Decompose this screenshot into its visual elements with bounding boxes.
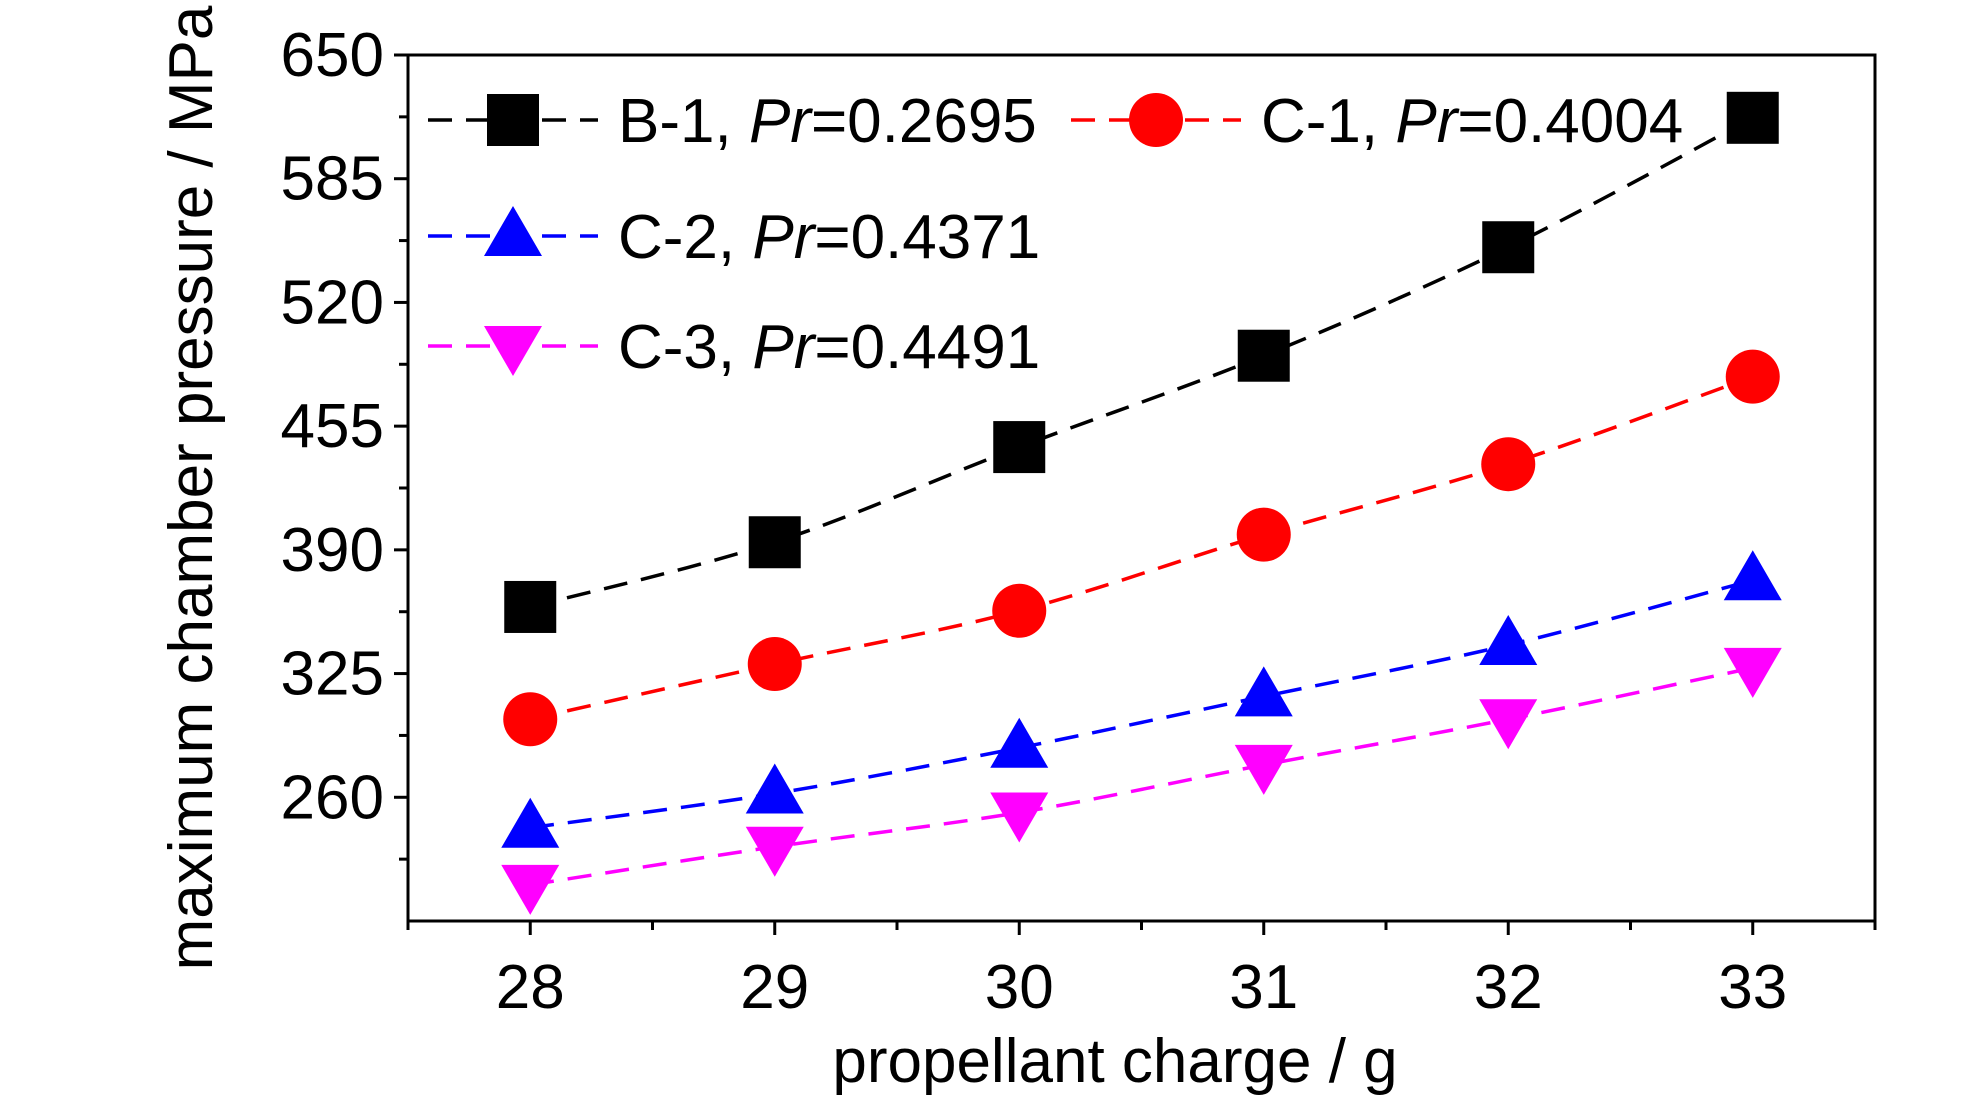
legend-marker	[484, 206, 542, 256]
series-line-C-3	[529, 666, 1754, 887]
data-point-C-1	[1481, 437, 1536, 492]
axis-ticks	[394, 53, 1877, 935]
legend-pr-value: =0.4491	[814, 313, 1040, 382]
y-tick-label: 325	[281, 640, 384, 709]
legend-item-C-3: C-3, Pr=0.4491	[428, 313, 1040, 382]
legend-label: C-1, Pr=0.4004	[1261, 87, 1683, 156]
legend-pr-value: =0.4004	[1457, 87, 1683, 156]
data-point-C-3	[501, 864, 560, 915]
legend-pr-symbol: Pr	[1395, 87, 1459, 156]
legend-item-C-2: C-2, Pr=0.4371	[428, 203, 1040, 272]
x-tick-label: 32	[1474, 953, 1543, 1022]
legend-label: C-3, Pr=0.4491	[618, 313, 1040, 382]
data-point-B-1	[504, 580, 557, 633]
y-tick-label: 585	[281, 145, 384, 214]
y-axis-title: maximum chamber pressure / MPa	[157, 5, 226, 970]
data-point-C-3	[1723, 647, 1782, 698]
data-point-C-3	[1479, 699, 1538, 750]
series-markers	[501, 91, 1782, 915]
legend-series-name: C-1,	[1261, 87, 1395, 156]
series-line-C-1	[529, 375, 1754, 721]
y-tick-label: 260	[281, 763, 384, 832]
data-point-C-1	[1725, 349, 1780, 404]
data-point-C-3	[745, 826, 804, 877]
series-line-C-2	[530, 578, 1754, 830]
y-tick-label: 650	[281, 21, 384, 90]
x-tick-labels: 28 29 30 31 32 33	[496, 953, 1787, 1022]
legend-label: C-2, Pr=0.4371	[618, 203, 1040, 272]
data-point-C-1	[747, 637, 802, 692]
y-tick-label: 520	[281, 268, 384, 337]
x-axis-title: propellant charge / g	[832, 1027, 1397, 1096]
data-point-B-1	[1482, 221, 1535, 274]
data-point-C-3	[990, 792, 1049, 843]
legend-item-C-1: C-1, Pr=0.4004	[1071, 87, 1683, 156]
legend-series-name: C-2,	[618, 203, 752, 272]
data-point-C-2	[1479, 615, 1538, 666]
data-point-B-1	[993, 421, 1046, 474]
x-tick-label: 31	[1229, 953, 1298, 1022]
x-tick-label: 30	[985, 953, 1054, 1022]
legend-marker	[487, 94, 539, 146]
legend-pr-symbol: Pr	[752, 203, 816, 272]
data-point-B-1	[1237, 329, 1290, 382]
legend-pr-symbol: Pr	[749, 87, 813, 156]
legend-pr-symbol: Pr	[752, 313, 816, 382]
legend-series-name: B-1,	[618, 87, 749, 156]
data-point-C-1	[503, 692, 558, 747]
data-point-C-2	[1234, 666, 1293, 717]
data-point-C-3	[1234, 744, 1293, 795]
y-tick-label: 390	[281, 516, 384, 585]
data-point-C-2	[1723, 550, 1782, 601]
legend-label: B-1, Pr=0.2695	[618, 87, 1037, 156]
x-tick-label: 28	[496, 953, 565, 1022]
data-point-C-2	[501, 797, 560, 848]
legend-pr-value: =0.2695	[811, 87, 1037, 156]
data-point-C-1	[992, 583, 1047, 638]
legend-item-B-1: B-1, Pr=0.2695	[428, 87, 1037, 156]
x-tick-label: 29	[740, 953, 809, 1022]
data-point-C-1	[1236, 507, 1291, 562]
legend-marker	[1129, 93, 1183, 147]
legend-marker	[484, 326, 542, 376]
data-point-C-2	[745, 763, 804, 814]
legend-pr-value: =0.4371	[814, 203, 1040, 272]
x-tick-label: 33	[1718, 953, 1787, 1022]
legend-series-name: C-3,	[618, 313, 752, 382]
data-point-B-1	[1726, 91, 1779, 144]
y-tick-label: 455	[281, 392, 384, 461]
y-tick-labels: 260 325 390 455 520 585 650	[281, 21, 384, 832]
data-point-C-2	[990, 717, 1049, 768]
data-point-B-1	[748, 516, 801, 569]
